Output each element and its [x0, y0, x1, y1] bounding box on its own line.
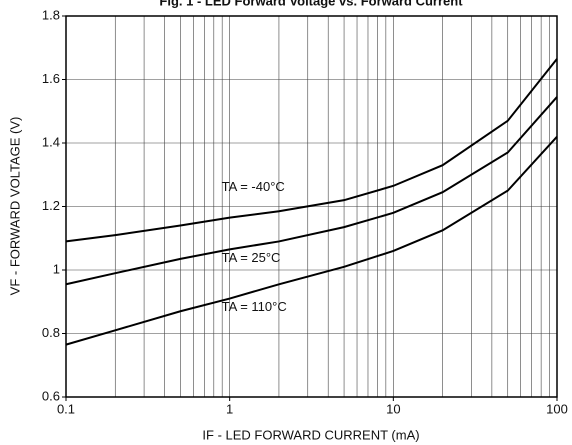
- chart-title: Fig. 1 - LED Forward Voltage vs. Forward…: [159, 0, 463, 8]
- series-line: [65, 135, 558, 346]
- series-line: [65, 58, 558, 243]
- series-line: [65, 96, 558, 286]
- y-tick-label: 0.6: [42, 388, 60, 403]
- y-axis-label: VF - FORWARD VOLTAGE (V): [7, 117, 22, 296]
- y-tick-label: 1: [53, 261, 60, 276]
- x-tick-label: 10: [386, 401, 400, 416]
- plot-frame: [65, 15, 558, 398]
- y-tick-label: 1.8: [42, 7, 60, 22]
- y-tick-label: 0.8: [42, 325, 60, 340]
- x-tick-label: 100: [546, 401, 568, 416]
- series-label: TA = 110°C: [222, 299, 287, 314]
- y-tick-label: 1.4: [42, 134, 60, 149]
- x-tick-label: 1: [226, 401, 233, 416]
- x-axis-label: IF - LED FORWARD CURRENT (mA): [202, 427, 419, 442]
- series-label: TA = -40°C: [222, 179, 285, 194]
- x-tick-label: 0.1: [57, 401, 75, 416]
- y-tick-label: 1.2: [42, 198, 60, 213]
- series-label: TA = 25°C: [222, 250, 281, 265]
- y-tick-label: 1.6: [42, 71, 60, 86]
